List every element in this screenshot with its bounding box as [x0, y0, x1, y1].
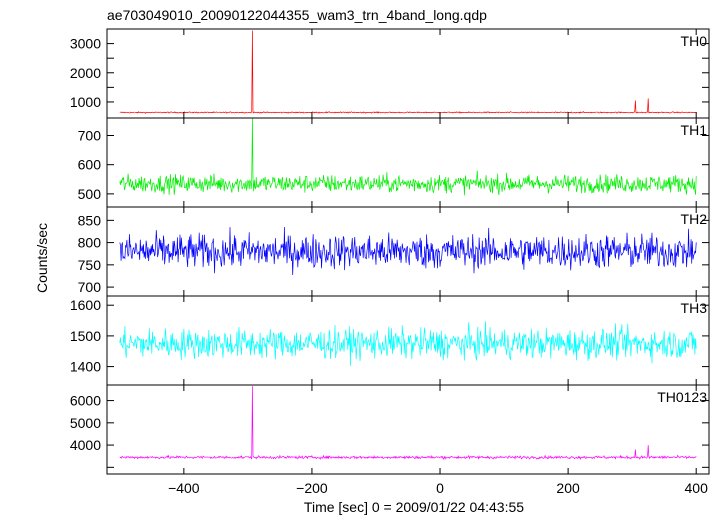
y-tick-label: 700 — [78, 279, 102, 295]
y-tick-label: 5000 — [70, 415, 101, 431]
chart-title: ae703049010_20090122044355_wam3_trn_4ban… — [107, 7, 487, 23]
y-tick-label: 4000 — [70, 437, 101, 453]
y-tick-label: 850 — [78, 212, 102, 228]
series-line-th1 — [119, 117, 697, 196]
panel-frame-th0123 — [106, 384, 710, 475]
x-tick-label: 200 — [556, 480, 580, 496]
y-axis-label: Counts/sec — [34, 223, 50, 293]
series-line-th0 — [119, 30, 697, 114]
series-label: TH3 — [681, 300, 708, 316]
panel-frame-th0 — [106, 28, 710, 119]
x-tick-label: 0 — [436, 480, 444, 496]
y-tick-label: 1400 — [70, 359, 101, 375]
y-tick-label: 2000 — [70, 65, 101, 81]
panel-frame-th1 — [106, 117, 710, 208]
y-tick-label: 6000 — [70, 393, 101, 409]
series-line-th3 — [119, 321, 697, 367]
series-label: TH0123 — [657, 389, 707, 405]
x-tick-label: −400 — [168, 480, 200, 496]
y-tick-label: 1600 — [70, 297, 101, 313]
y-tick-label: 700 — [78, 128, 102, 144]
y-tick-label: 1500 — [70, 328, 101, 344]
y-tick-label: 800 — [78, 235, 102, 251]
series-label: TH0 — [681, 33, 708, 49]
series-line-th2 — [119, 226, 697, 276]
x-axis-label: Time [sec] 0 = 2009/01/22 04:43:55 — [304, 499, 524, 515]
x-tick-label: 400 — [685, 480, 709, 496]
x-tick-label: −200 — [296, 480, 328, 496]
y-tick-label: 3000 — [70, 36, 101, 52]
y-tick-label: 500 — [78, 186, 102, 202]
y-tick-label: 1000 — [70, 94, 101, 110]
y-tick-label: 750 — [78, 257, 102, 273]
series-line-th0123 — [119, 386, 697, 461]
series-label: TH1 — [681, 122, 708, 138]
series-label: TH2 — [681, 211, 708, 227]
y-tick-label: 600 — [78, 157, 102, 173]
